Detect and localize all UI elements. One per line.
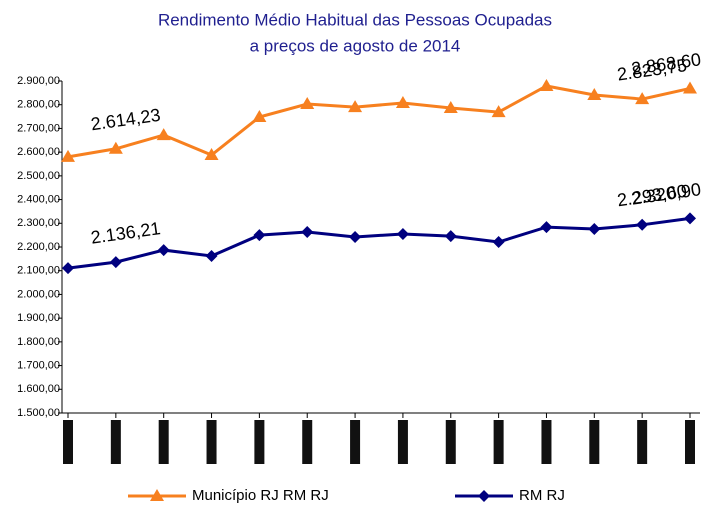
y-tick-label: 1.900,00 xyxy=(17,312,60,324)
point xyxy=(301,226,314,239)
x-tick-label-unreadable xyxy=(685,420,695,464)
point xyxy=(636,218,649,231)
value-label: 2.614,23 xyxy=(90,105,162,135)
x-tick-label-unreadable xyxy=(445,420,456,464)
point xyxy=(348,100,363,113)
x-tick-label-unreadable xyxy=(254,420,265,464)
point xyxy=(204,147,219,160)
y-tick-label: 2.400,00 xyxy=(17,193,60,205)
y-tick-label: 2.000,00 xyxy=(17,288,60,300)
point xyxy=(683,81,697,94)
point xyxy=(588,222,601,235)
chart-subtitle: a preços de agosto de 2014 xyxy=(250,36,461,55)
y-tick-label: 2.200,00 xyxy=(17,241,60,253)
x-tick-label-unreadable xyxy=(493,420,504,464)
x-tick-label-unreadable xyxy=(63,420,73,464)
point xyxy=(61,149,75,162)
y-tick-label: 1.500,00 xyxy=(17,407,60,419)
series-line xyxy=(67,216,691,270)
y-tick-label: 2.900,00 xyxy=(17,75,60,87)
point xyxy=(396,227,409,240)
y-tick-label: 2.300,00 xyxy=(17,217,60,229)
point xyxy=(540,221,553,234)
point xyxy=(62,262,74,275)
y-tick-label: 1.600,00 xyxy=(17,383,60,395)
y-tick-label: 2.500,00 xyxy=(17,170,60,182)
point xyxy=(300,97,315,110)
y-tick-label: 2.100,00 xyxy=(17,265,60,277)
point xyxy=(635,92,650,105)
y-tick-label: 1.700,00 xyxy=(17,359,60,371)
y-tick-label: 2.700,00 xyxy=(17,122,60,134)
point xyxy=(157,244,170,257)
x-tick-label-unreadable xyxy=(541,420,552,464)
x-tick-label-unreadable xyxy=(637,420,648,464)
point xyxy=(587,87,602,100)
x-tick-label-unreadable xyxy=(158,420,169,464)
x-tick-label-unreadable xyxy=(302,420,313,464)
x-tick-label-unreadable xyxy=(397,420,408,464)
y-tick-label: 2.800,00 xyxy=(17,99,60,111)
point xyxy=(444,230,457,243)
point xyxy=(395,96,410,109)
point xyxy=(109,256,122,269)
point xyxy=(150,489,164,501)
point xyxy=(492,236,505,249)
x-tick-label-unreadable xyxy=(589,420,600,464)
value-label: 2.136,21 xyxy=(90,218,162,248)
y-tick-label: 1.800,00 xyxy=(17,336,60,348)
point xyxy=(443,101,458,114)
x-tick-label-unreadable xyxy=(350,420,361,464)
point xyxy=(539,78,554,91)
legend-label: Município RJ RM RJ xyxy=(192,487,329,504)
chart-title: Rendimento Médio Habitual das Pessoas Oc… xyxy=(158,10,552,29)
point xyxy=(491,105,506,118)
point xyxy=(205,250,218,263)
point xyxy=(349,231,362,244)
point xyxy=(478,490,490,502)
point xyxy=(684,212,696,225)
legend-label: RM RJ xyxy=(519,487,565,504)
series-line xyxy=(67,84,691,159)
point xyxy=(252,110,267,123)
x-tick-label-unreadable xyxy=(206,420,217,464)
x-tick-label-unreadable xyxy=(110,420,121,464)
value-label: 2.320,90 xyxy=(630,179,702,209)
point xyxy=(156,128,171,141)
point xyxy=(108,141,123,154)
point xyxy=(253,229,266,242)
y-tick-label: 2.600,00 xyxy=(17,146,60,158)
